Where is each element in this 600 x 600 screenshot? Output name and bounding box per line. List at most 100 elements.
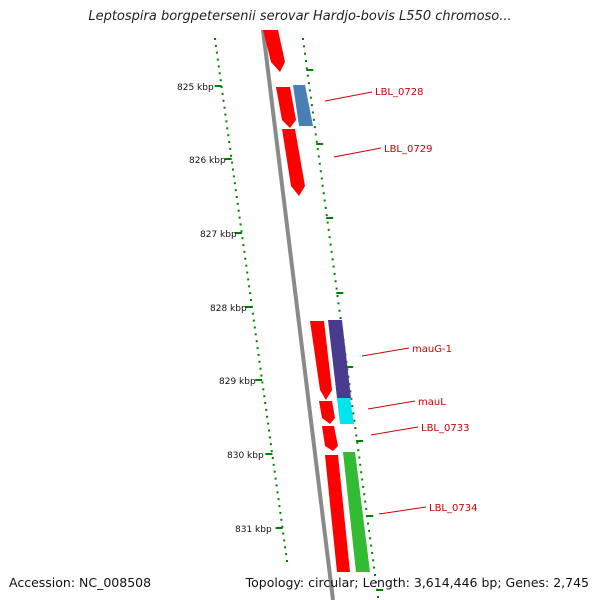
minor-tick (255, 340, 258, 343)
gene-label-lbl0729[interactable]: LBL_0729 (384, 144, 432, 155)
minor-tick (375, 581, 377, 584)
minor-tick (270, 450, 273, 453)
gene-arrow-red-1[interactable] (263, 30, 285, 72)
gene-arrow-cyan-maul[interactable] (337, 398, 354, 424)
gene-label-lbl0733[interactable]: LBL_0733 (421, 423, 469, 434)
minor-tick (323, 199, 326, 202)
leader-maul (367, 400, 416, 410)
minor-tick (325, 214, 328, 217)
minor-tick (313, 126, 316, 129)
minor-tick (257, 353, 260, 356)
gene-label-leaders (324, 91, 427, 515)
minor-tick (283, 539, 286, 542)
minor-tick (265, 408, 268, 411)
minor-tick (359, 463, 362, 466)
minor-tick (215, 51, 218, 54)
minor-tick (315, 140, 318, 143)
minor-tick (224, 113, 227, 116)
minor-tick (253, 326, 256, 329)
minor-tick (223, 106, 226, 109)
minor-tick (310, 104, 313, 107)
minor-tick (239, 223, 242, 226)
minor-tick (353, 419, 356, 422)
minor-tick (268, 429, 270, 432)
major-tick (356, 440, 364, 442)
gene-arrow-red-lbl0729[interactable] (282, 129, 305, 196)
gene-label-lbl0728[interactable]: LBL_0728 (375, 87, 423, 98)
minor-tick (218, 72, 221, 75)
minor-tick (307, 82, 310, 85)
minor-tick (254, 333, 257, 336)
minor-tick (286, 560, 288, 562)
minor-tick (305, 60, 307, 62)
minor-tick (231, 161, 234, 164)
gene-label-maug1[interactable]: mauG-1 (412, 344, 452, 355)
minor-tick (372, 559, 375, 562)
minor-tick (332, 265, 335, 268)
minor-tick (261, 381, 264, 384)
major-tick (265, 453, 273, 455)
gene-arrow-red-maug1[interactable] (310, 321, 332, 400)
chromosome-title: Leptospira borgpetersenii serovar Hardjo… (88, 9, 512, 24)
major-tick (234, 232, 242, 234)
leader-lbl0729 (333, 147, 382, 158)
minor-tick (280, 518, 283, 521)
gene-arrow-blue-lbl0728[interactable] (293, 85, 313, 126)
major-tick (224, 158, 232, 160)
minor-tick (351, 405, 354, 408)
topology-summary: Topology: circular; Length: 3,614,446 bp… (245, 575, 589, 590)
leader-lbl0734 (378, 506, 427, 515)
gene-label-maul[interactable]: mauL (418, 397, 446, 408)
minor-tick (303, 45, 305, 48)
minor-tick (232, 168, 234, 171)
major-tick (346, 366, 354, 368)
minor-tick (230, 154, 233, 157)
major-tick (376, 589, 384, 591)
minor-tick (247, 278, 250, 281)
gene-label-lbl0734[interactable]: LBL_0734 (429, 503, 477, 514)
minor-tick (268, 436, 271, 439)
minor-tick (328, 236, 331, 239)
minor-tick (214, 38, 216, 40)
minor-tick (285, 553, 288, 556)
scale-label-831: 831 kbp (235, 525, 272, 535)
minor-tick (260, 374, 263, 377)
minor-tick (309, 96, 312, 99)
minor-tick (352, 412, 355, 415)
gene-arrow-purple-maug1[interactable] (328, 320, 351, 398)
minor-tick (271, 457, 274, 459)
scale-label-827: 827 kbp (200, 230, 237, 240)
minor-tick (329, 243, 332, 246)
leader-lbl0728 (324, 91, 373, 102)
major-tick (336, 292, 344, 294)
minor-tick (369, 537, 372, 540)
gene-arrow-green-lbl0734[interactable] (343, 452, 370, 572)
minor-tick (282, 532, 285, 535)
gene-arrow-red-lbl0728[interactable] (276, 87, 296, 128)
minor-tick (264, 402, 267, 404)
minor-tick (314, 133, 317, 136)
minor-tick (358, 456, 361, 459)
scale-label-829: 829 kbp (219, 377, 256, 387)
major-tick (326, 217, 334, 219)
minor-tick (238, 216, 241, 219)
gene-arrow-red-lbl0733[interactable] (322, 426, 338, 451)
minor-tick (318, 162, 321, 165)
minor-tick (317, 155, 320, 158)
minor-tick (225, 120, 228, 123)
minor-tick (331, 258, 334, 261)
minor-tick (336, 295, 339, 297)
minor-tick (339, 317, 342, 319)
minor-tick (234, 189, 237, 192)
minor-tick (302, 38, 304, 40)
minor-tick (308, 89, 311, 92)
minor-tick (222, 99, 225, 102)
minor-tick (354, 427, 357, 430)
minor-tick (360, 471, 363, 474)
minor-tick (262, 388, 265, 391)
minor-tick (214, 44, 217, 47)
gene-arrow-red-lbl0734[interactable] (325, 455, 350, 572)
gene-arrow-red-maul[interactable] (319, 401, 335, 424)
minor-tick (371, 551, 374, 554)
